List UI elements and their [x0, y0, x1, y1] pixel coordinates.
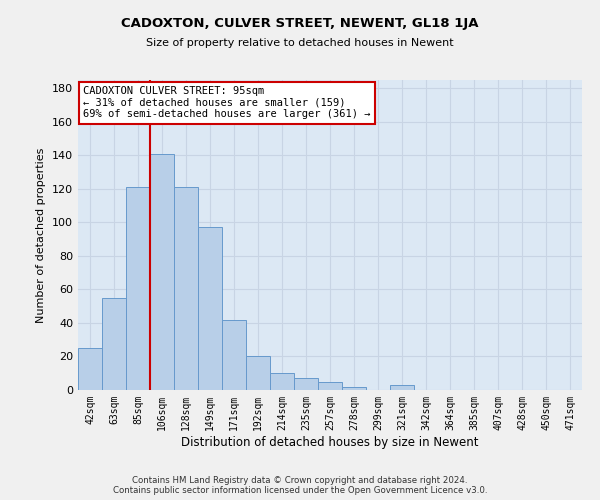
Bar	[342, 386, 366, 390]
X-axis label: Distribution of detached houses by size in Newent: Distribution of detached houses by size …	[181, 436, 479, 448]
Bar	[174, 187, 198, 390]
Bar	[270, 373, 294, 390]
Text: Contains HM Land Registry data © Crown copyright and database right 2024.
Contai: Contains HM Land Registry data © Crown c…	[113, 476, 487, 495]
Bar	[294, 378, 318, 390]
Text: CADOXTON CULVER STREET: 95sqm
← 31% of detached houses are smaller (159)
69% of : CADOXTON CULVER STREET: 95sqm ← 31% of d…	[83, 86, 371, 120]
Y-axis label: Number of detached properties: Number of detached properties	[37, 148, 46, 322]
Text: Size of property relative to detached houses in Newent: Size of property relative to detached ho…	[146, 38, 454, 48]
Bar	[198, 228, 222, 390]
Bar	[78, 348, 102, 390]
Bar	[222, 320, 246, 390]
Bar	[390, 385, 414, 390]
Bar	[318, 382, 342, 390]
Text: CADOXTON, CULVER STREET, NEWENT, GL18 1JA: CADOXTON, CULVER STREET, NEWENT, GL18 1J…	[121, 18, 479, 30]
Bar	[246, 356, 270, 390]
Bar	[126, 187, 150, 390]
Bar	[102, 298, 126, 390]
Bar	[150, 154, 174, 390]
